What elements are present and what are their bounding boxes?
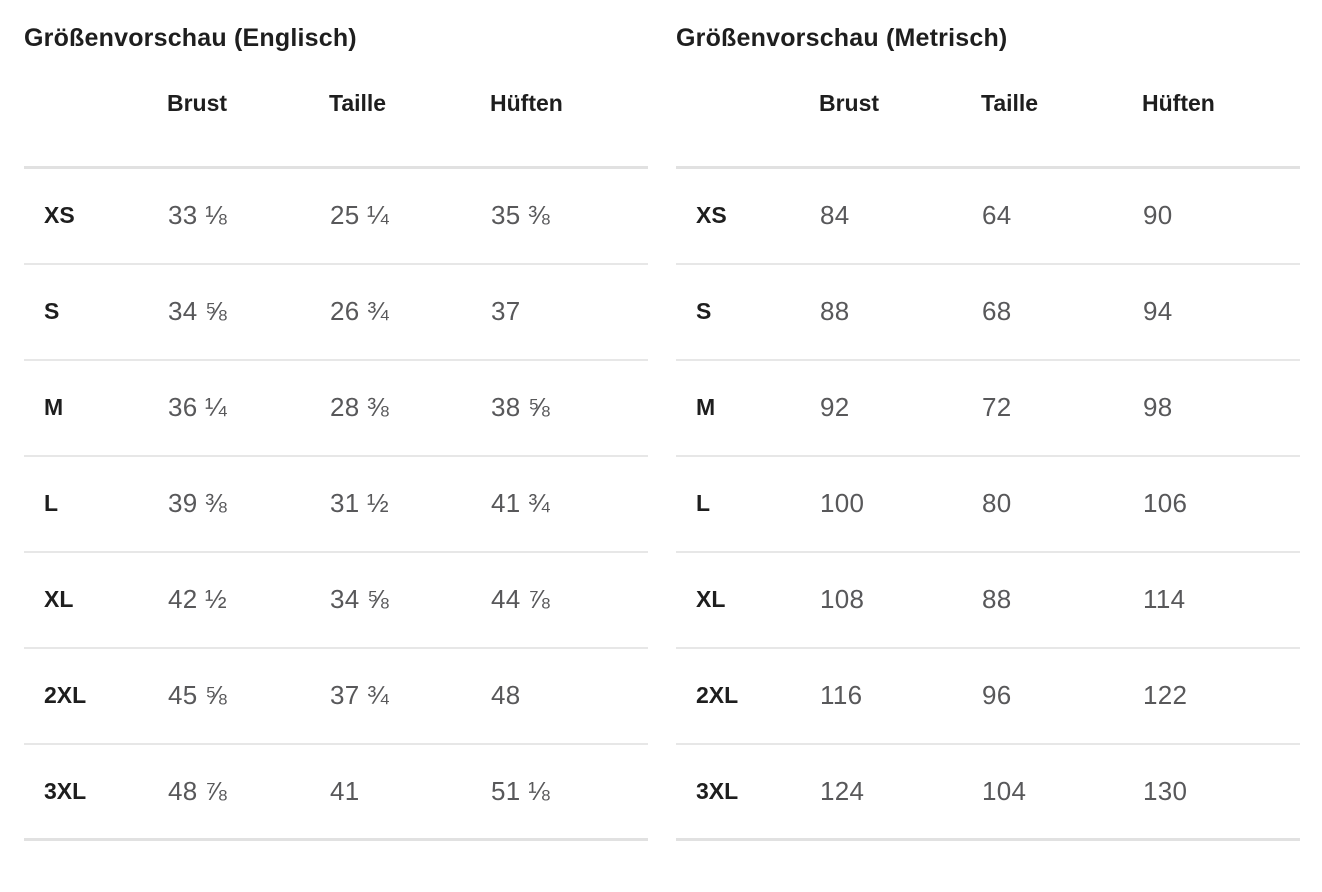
size-label: S — [696, 298, 712, 324]
measurement-value: 88 — [820, 296, 850, 326]
measurement-value: 88 — [982, 584, 1012, 614]
column-header-brust: Brust — [167, 54, 329, 169]
table-row: 2XL 116 96 122 — [676, 648, 1300, 744]
measurement-value: 100 — [820, 488, 865, 518]
header-empty-cell — [676, 54, 819, 169]
measurement-value: 98 — [1143, 392, 1173, 422]
measurement-value: 122 — [1143, 680, 1188, 710]
table-title-english: Größenvorschau (Englisch) — [24, 24, 357, 52]
table-row: XL 42 ½ 34 ⅝ 44 ⅞ — [24, 552, 648, 648]
measurement-value: 41 ¾ — [491, 488, 551, 518]
size-label: 2XL — [44, 682, 87, 708]
table-title-metric: Größenvorschau (Metrisch) — [676, 24, 1008, 52]
size-label: XS — [696, 202, 727, 229]
measurement-value: 114 — [1143, 584, 1186, 614]
measurement-value: 34 ⅝ — [168, 296, 228, 326]
table-row: M 36 ¼ 28 ⅜ 38 ⅝ — [24, 360, 648, 456]
size-table-metric: Größenvorschau (Metrisch) Brust Taille H… — [676, 22, 1300, 892]
size-label: M — [696, 394, 716, 420]
size-label: XL — [44, 586, 74, 612]
measurement-value: 94 — [1143, 296, 1173, 326]
measurement-value: 25 ¼ — [330, 200, 390, 231]
measurement-value: 36 ¼ — [168, 392, 228, 422]
table-row: S 34 ⅝ 26 ¾ 37 — [24, 264, 648, 360]
measurement-value: 33 ⅛ — [168, 200, 228, 231]
column-header-hueften: Hüften — [1142, 54, 1300, 169]
column-header-taille: Taille — [981, 54, 1142, 169]
measurement-value: 26 ¾ — [330, 296, 390, 326]
measurement-value: 116 — [820, 680, 863, 710]
measurement-value: 51 ⅛ — [491, 775, 551, 806]
size-label: 3XL — [696, 777, 739, 804]
measurement-value: 48 — [491, 680, 521, 710]
measurement-value: 106 — [1143, 488, 1188, 518]
table-row: M 92 72 98 — [676, 360, 1300, 456]
measurement-value: 44 ⅞ — [491, 584, 551, 614]
table-row: 3XL 48 ⅞ 41 51 ⅛ — [24, 744, 648, 840]
measurement-value: 84 — [820, 200, 850, 231]
measurement-value: 35 ⅜ — [491, 200, 551, 231]
size-table-english: Größenvorschau (Englisch) Brust Taille H… — [24, 22, 648, 892]
table-row: 3XL 124 104 130 — [676, 744, 1300, 840]
measurement-value: 104 — [982, 775, 1027, 806]
measurement-value: 37 — [491, 296, 521, 326]
size-label: XS — [44, 202, 75, 229]
measurement-value: 108 — [820, 584, 865, 614]
header-empty-cell — [24, 54, 167, 169]
measurement-value: 42 ½ — [168, 584, 228, 614]
measurement-value: 34 ⅝ — [330, 584, 390, 614]
measurement-value: 68 — [982, 296, 1012, 326]
measurement-value: 64 — [982, 200, 1012, 231]
size-label: XL — [696, 586, 726, 612]
measurement-value: 39 ⅜ — [168, 488, 228, 518]
measurement-value: 38 ⅝ — [491, 392, 551, 422]
measurement-value: 96 — [982, 680, 1012, 710]
header-row: Brust Taille Hüften — [676, 54, 1300, 169]
size-label: S — [44, 298, 60, 324]
table-row: XL 108 88 114 — [676, 552, 1300, 648]
measurement-value: 41 — [330, 775, 360, 806]
table-row: L 39 ⅜ 31 ½ 41 ¾ — [24, 456, 648, 552]
measurement-value: 28 ⅜ — [330, 392, 390, 422]
header-row: Brust Taille Hüften — [24, 54, 648, 169]
table-row: XS 84 64 90 — [676, 168, 1300, 264]
size-label: L — [696, 490, 711, 516]
size-label: 2XL — [696, 682, 739, 708]
table-row: S 88 68 94 — [676, 264, 1300, 360]
measurement-value: 90 — [1143, 200, 1173, 231]
measurement-value: 80 — [982, 488, 1012, 518]
measurement-value: 37 ¾ — [330, 680, 390, 710]
measurement-value: 31 ½ — [330, 488, 390, 518]
column-header-brust: Brust — [819, 54, 981, 169]
column-header-hueften: Hüften — [490, 54, 648, 169]
size-chart-english: Brust Taille Hüften XS 33 ⅛ 25 ¼ 35 ⅜ S … — [24, 54, 648, 841]
size-chart-metric: Brust Taille Hüften XS 84 64 90 S 88 68 … — [676, 54, 1300, 841]
size-label: 3XL — [44, 777, 87, 804]
size-label: M — [44, 394, 64, 420]
measurement-value: 45 ⅝ — [168, 680, 228, 710]
measurement-value: 48 ⅞ — [168, 775, 228, 806]
measurement-value: 124 — [820, 775, 865, 806]
measurement-value: 130 — [1143, 775, 1188, 806]
size-label: L — [44, 490, 59, 516]
measurement-value: 92 — [820, 392, 850, 422]
table-row: 2XL 45 ⅝ 37 ¾ 48 — [24, 648, 648, 744]
measurement-value: 72 — [982, 392, 1012, 422]
table-row: XS 33 ⅛ 25 ¼ 35 ⅜ — [24, 168, 648, 264]
table-row: L 100 80 106 — [676, 456, 1300, 552]
column-header-taille: Taille — [329, 54, 490, 169]
